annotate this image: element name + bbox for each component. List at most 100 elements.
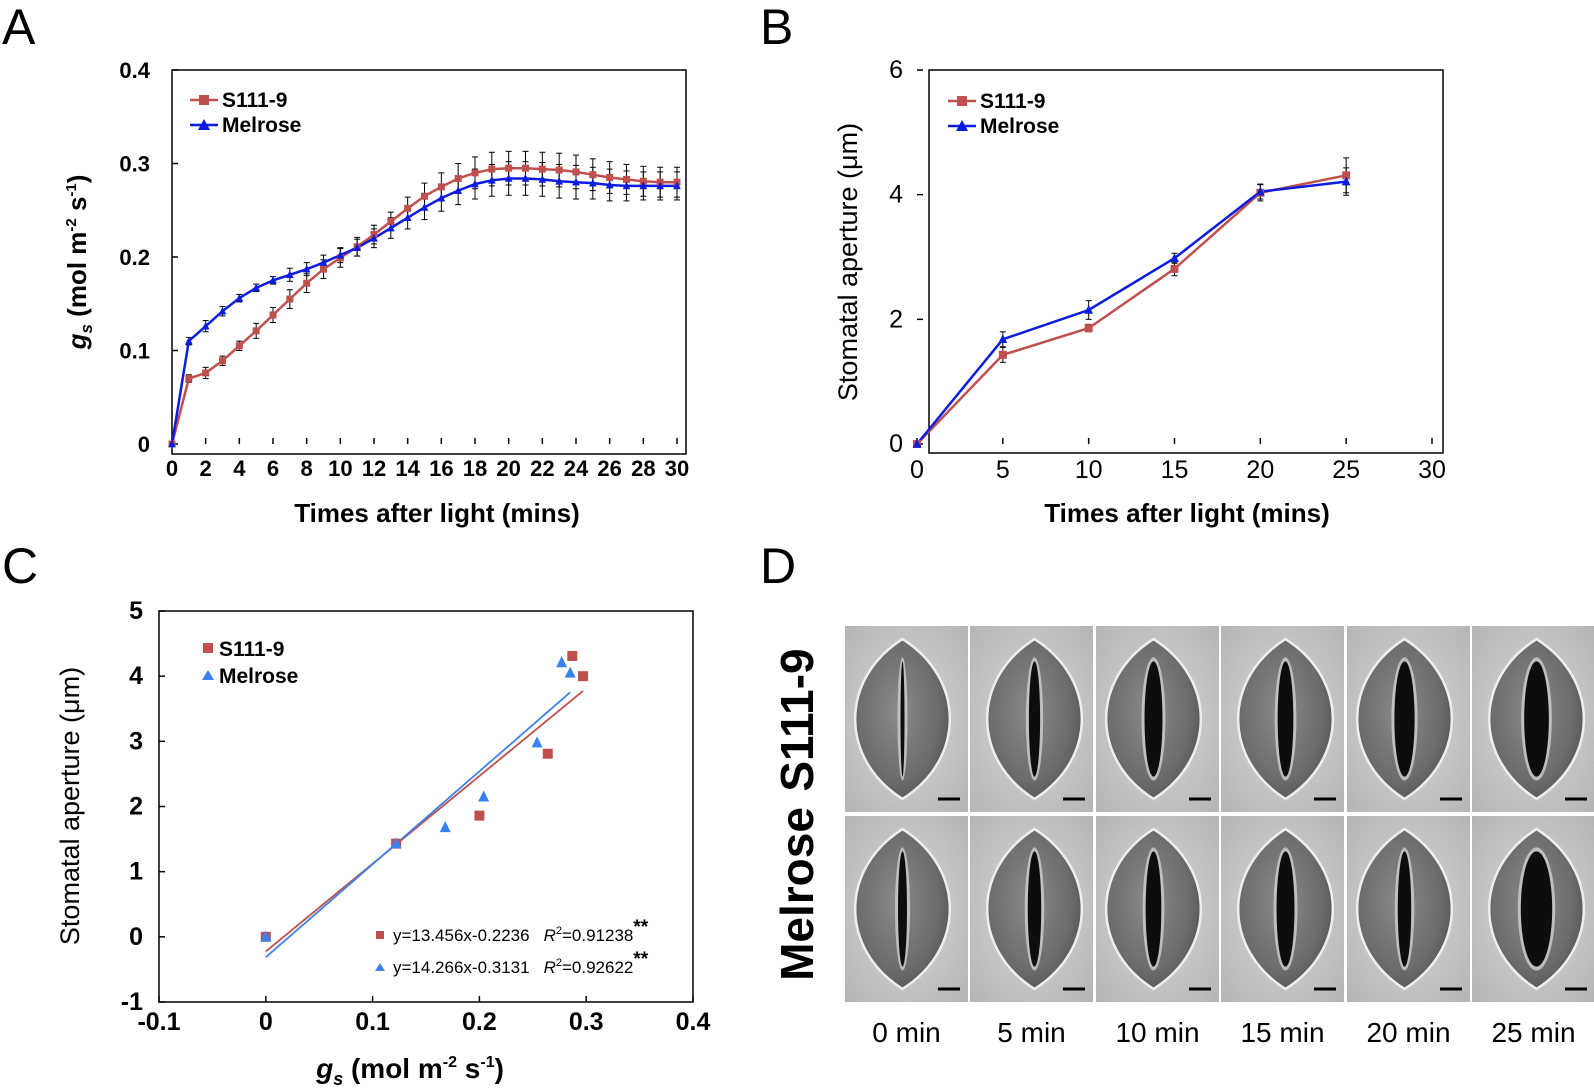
data-point-melrose — [622, 181, 631, 190]
chart-a-error-bars — [185, 150, 680, 383]
x-tick-label: 22 — [530, 456, 554, 481]
row-label-s111: S111-9 — [771, 648, 823, 791]
data-point-s111-9 — [303, 279, 311, 287]
equation-melrose-r-sup: 2 — [556, 957, 562, 969]
micrograph-melrose-0 — [845, 816, 968, 1002]
chart-c-markers — [260, 650, 588, 942]
column-label: 20 min — [1366, 1017, 1450, 1048]
chart-b-y-axis-label: Stomatal aperture (μm) — [833, 123, 863, 401]
data-point-s111-9 — [1084, 324, 1093, 333]
chart-a: 00.10.20.30.4 0 2 4 6 8 10 12 14 16 18 20 22 24 26 28 3… — [62, 58, 689, 528]
x-tick-label: 18 — [463, 456, 487, 481]
chart-a-y-label-rest: (mol m — [62, 232, 92, 324]
x-tick-label: 30 — [665, 456, 689, 481]
data-point-s111-9 — [202, 369, 210, 377]
x-tick-label: 0.1 — [355, 1008, 390, 1036]
data-point-melrose — [269, 275, 277, 284]
micrograph-s111-0 — [845, 626, 968, 812]
data-point-s111-9 — [387, 217, 395, 225]
data-point-melrose — [386, 223, 395, 232]
chart-c-y-ticks: -1 0 1 2 3 4 5 — [121, 597, 165, 1016]
legend-c-s111-marker — [203, 643, 213, 653]
chart-b: 0 2 4 6 0 5 10 15 20 25 30 Times after light (min… — [833, 56, 1446, 528]
equation-s111: y=13.456x-0.2236 R2=0.91238** — [393, 917, 649, 945]
legend-c-melrose-label: Melrose — [219, 665, 298, 688]
data-point-melrose — [260, 930, 272, 942]
data-point-melrose — [336, 250, 345, 259]
x-tick-label: 0 — [166, 456, 178, 481]
y-tick-label: 0.4 — [119, 58, 150, 83]
data-point-melrose — [531, 736, 543, 748]
column-label: 10 min — [1115, 1017, 1199, 1048]
legend-a-melrose-marker — [198, 119, 210, 130]
equation-melrose-r: R — [544, 958, 556, 977]
data-point-melrose — [478, 790, 490, 802]
y-tick-label: 4 — [129, 662, 143, 690]
equation-melrose-sig: ** — [633, 949, 648, 970]
equation-melrose-marker — [375, 963, 385, 971]
x-tick-label: 4 — [233, 456, 246, 481]
data-point-melrose — [285, 270, 294, 279]
data-point-s111-9 — [577, 671, 588, 682]
x-tick-label: 24 — [564, 456, 589, 481]
data-point-melrose — [656, 181, 665, 190]
stomatal-pore — [1394, 661, 1415, 777]
chart-b-markers — [912, 171, 1351, 448]
series-line-s111-9 — [916, 174, 1347, 445]
y-tick-label: 0 — [889, 430, 903, 458]
chart-c-fit-lines — [265, 690, 584, 958]
micrograph-s111-2 — [1096, 626, 1219, 812]
data-point-melrose — [1170, 253, 1179, 263]
chart-a-x-ticks: 0 2 4 6 8 10 12 14 16 18 20 22 24 26 28 30 — [166, 438, 689, 481]
y-tick-label: 2 — [889, 305, 903, 333]
data-point-s111-9 — [474, 810, 485, 821]
y-tick-label: 2 — [129, 793, 143, 821]
data-point-s111-9 — [589, 171, 597, 179]
y-tick-label: 0.2 — [119, 245, 150, 270]
fit-line-s111-9 — [265, 690, 584, 953]
equation-s111-text: y=13.456x-0.2236 — [393, 926, 530, 945]
x-tick-label: 6 — [267, 456, 279, 481]
chart-c-x-label-sub: s — [333, 1069, 343, 1089]
data-point-melrose — [201, 321, 210, 330]
chart-c-y-axis-label: Stomatal aperture (μm) — [55, 667, 85, 945]
data-point-s111-9 — [572, 168, 580, 176]
data-point-melrose — [454, 186, 463, 194]
chart-a-y-label-mid: s — [62, 197, 92, 219]
chart-a-markers — [168, 164, 681, 448]
data-point-melrose — [1341, 176, 1351, 186]
data-point-s111-9 — [286, 295, 294, 303]
data-point-melrose — [168, 439, 176, 448]
data-point-melrose — [998, 334, 1008, 344]
column-label: 0 min — [872, 1017, 940, 1048]
x-tick-label: 5 — [996, 456, 1010, 484]
legend-a-s111-label: S111-9 — [222, 89, 287, 112]
data-point-s111-9 — [454, 174, 462, 182]
stomatal-pore — [1520, 851, 1553, 967]
data-point-melrose — [390, 837, 402, 849]
data-point-s111-9 — [437, 183, 445, 191]
data-point-s111-9 — [538, 165, 546, 173]
legend-b-s111-label: S111-9 — [980, 90, 1045, 113]
data-point-s111-9 — [567, 650, 578, 661]
x-tick-label: -0.1 — [137, 1008, 180, 1036]
stomatal-pore — [1276, 851, 1295, 967]
data-point-s111-9 — [606, 174, 614, 182]
x-tick-label: 0.4 — [676, 1008, 711, 1036]
stomatal-pore — [1027, 851, 1042, 967]
legend-b-melrose-marker — [956, 120, 968, 131]
micrograph-s111-4 — [1347, 626, 1470, 812]
data-point-s111-9 — [219, 357, 226, 365]
data-point-melrose — [538, 174, 547, 183]
micrograph-melrose-3 — [1221, 816, 1344, 1002]
equation-s111-r-sup: 2 — [556, 925, 562, 937]
data-point-s111-9 — [1342, 171, 1351, 180]
x-tick-label: 15 — [1161, 456, 1189, 484]
data-point-melrose — [572, 177, 580, 186]
data-point-melrose — [1084, 304, 1094, 314]
x-tick-label: 2 — [200, 456, 212, 481]
column-label: 15 min — [1240, 1017, 1324, 1048]
row-label-melrose: Melrose — [771, 807, 823, 981]
micrograph-grid: S111-9 Melrose 0 min 5 min 10 min 15 min 20 … — [771, 626, 1594, 1048]
